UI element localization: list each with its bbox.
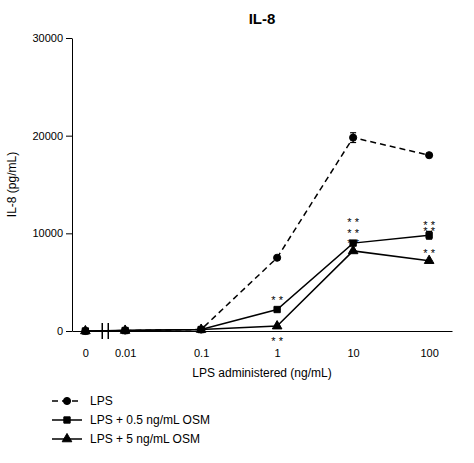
- series-line: [85, 138, 429, 331]
- point: [272, 321, 282, 329]
- legend-item: LPS + 5 ng/mL OSM: [52, 432, 200, 446]
- chart: 0 0.01 0.1 1 10 100 0 10000 20000 30000 * * * * * * *…: [0, 0, 474, 463]
- plot-area: 0 0.01 0.1 1 10 100 0 10000 20000 30000 * * * * * * *…: [5, 32, 453, 380]
- point: [350, 134, 357, 141]
- y-axis-line: [72, 39, 73, 332]
- series: [82, 231, 432, 334]
- y-tick-label: 20000: [32, 130, 63, 142]
- x-tick-label: 0.01: [115, 347, 136, 359]
- x-tick-label: 1: [275, 347, 281, 359]
- y-tick-label: 30000: [32, 32, 63, 44]
- y-tick: 10000: [32, 227, 72, 239]
- x-tick: 10: [347, 331, 359, 359]
- x-tick: 100: [420, 331, 438, 359]
- legend-item: LPS: [52, 394, 113, 408]
- legend-label: LPS + 5 ng/mL OSM: [90, 432, 200, 446]
- point: [120, 325, 130, 333]
- x-tick: 0.01: [115, 331, 136, 359]
- point: [81, 325, 91, 333]
- y-tick: 0: [57, 325, 72, 337]
- y-tick-mark: [66, 233, 72, 234]
- legend-marker: [63, 397, 70, 404]
- error-bar: [350, 133, 356, 143]
- y-tick: 30000: [32, 32, 72, 44]
- annotations: * ** ** ** ** ** ** ** *: [271, 216, 435, 347]
- x-axis: 0 0.01 0.1 1 10 100: [73, 331, 453, 359]
- legend-marker: [64, 417, 70, 423]
- x-tick: 0: [83, 331, 89, 359]
- point: [274, 306, 280, 312]
- annotation: * *: [347, 216, 359, 228]
- legend-label: LPS: [90, 394, 113, 408]
- series: [82, 133, 433, 335]
- annotation: * *: [423, 247, 435, 259]
- y-tick: 20000: [32, 130, 72, 142]
- series-line: [85, 251, 429, 331]
- x-tick-label: 0.1: [194, 347, 209, 359]
- y-axis: 0 10000 20000 30000: [32, 32, 72, 337]
- legend: LPS LPS + 0.5 ng/mL OSM LPS + 5 ng/mL OSM: [52, 394, 210, 446]
- error-bar-cap: [350, 132, 356, 133]
- point: [426, 152, 433, 159]
- series: [81, 245, 434, 333]
- y-tick-label: 0: [57, 325, 63, 337]
- legend-item: LPS + 0.5 ng/mL OSM: [52, 413, 210, 427]
- x-tick: 0.1: [194, 331, 209, 359]
- annotation: * *: [347, 237, 359, 249]
- legend-label: LPS + 0.5 ng/mL OSM: [90, 413, 210, 427]
- y-tick-mark: [66, 38, 72, 39]
- series-line: [85, 235, 429, 331]
- annotation: * *: [271, 335, 283, 347]
- x-tick-label: 100: [420, 347, 438, 359]
- y-axis-title: IL-8 (pg/mL): [5, 152, 19, 217]
- legend-marker: [62, 433, 72, 441]
- point: [274, 254, 281, 261]
- marks: [81, 133, 434, 335]
- y-tick-mark: [66, 331, 72, 332]
- x-tick-label: 10: [347, 347, 359, 359]
- annotation: * *: [423, 225, 435, 237]
- x-axis-title: LPS administered (ng/mL): [192, 366, 331, 380]
- y-tick-mark: [66, 136, 72, 137]
- annotation: * *: [271, 294, 283, 306]
- title: IL-8: [249, 10, 276, 27]
- point: [196, 324, 206, 332]
- error-bar-cap: [350, 142, 356, 143]
- y-tick-label: 10000: [32, 227, 63, 239]
- x-tick-label: 0: [83, 347, 89, 359]
